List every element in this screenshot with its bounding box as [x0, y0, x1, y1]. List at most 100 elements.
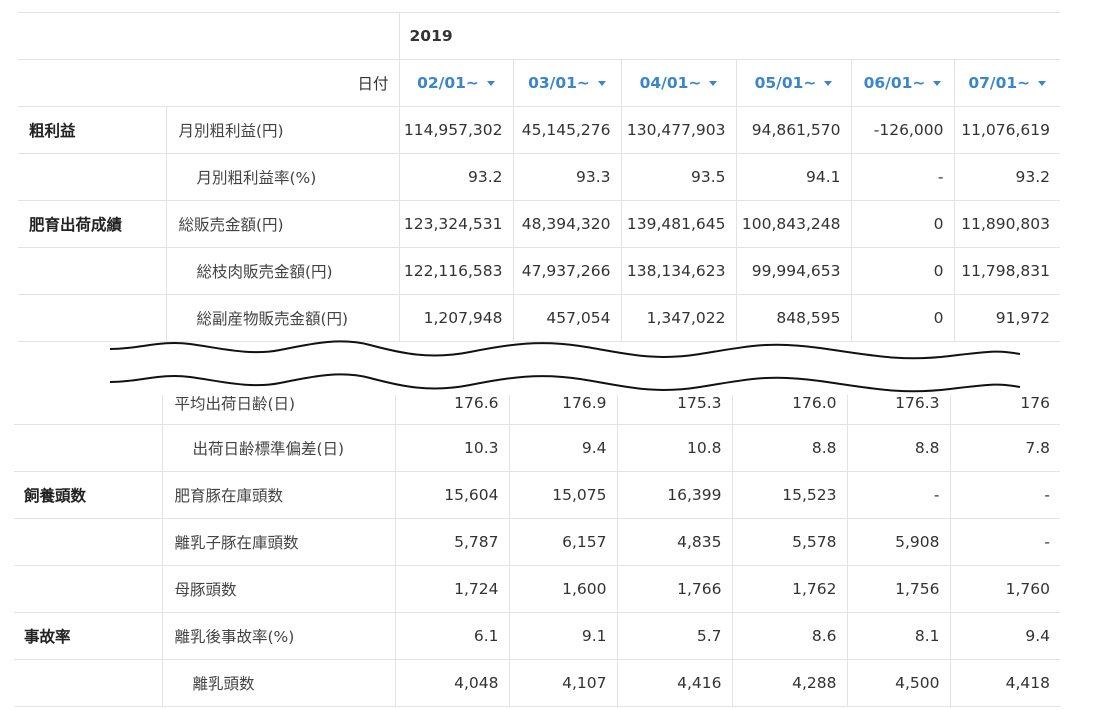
table-row: 離乳頭数 4,048 4,107 4,416 4,288 4,500 4,418 — [14, 659, 1060, 707]
caret-down-icon — [933, 81, 942, 86]
date-dropdown-may[interactable]: 05/01~ — [735, 59, 851, 107]
value-cell: 0 — [850, 294, 954, 342]
value-cell: 47,937,266 — [512, 247, 621, 295]
value-cell: 15,604 — [394, 471, 509, 519]
bottom-table-body: 平均出荷日齢(日) 176.6 176.9 175.3 176.0 176.3 176 出荷日… — [14, 376, 1060, 707]
value-cell: 1,762 — [731, 565, 847, 613]
value-cell: 123,324,531 — [398, 200, 513, 248]
value-cell: 16,399 — [616, 471, 732, 519]
caret-down-icon — [824, 81, 833, 86]
date-dropdown-jul[interactable]: 07/01~ — [953, 59, 1061, 107]
value-cell: 4,500 — [846, 659, 950, 707]
value-cell: 6,157 — [508, 518, 617, 566]
value-cell: 1,756 — [846, 565, 950, 613]
value-cell: 93.3 — [512, 153, 621, 201]
row-category-label — [14, 659, 162, 707]
value-cell: 848,595 — [735, 294, 851, 342]
caret-down-icon — [709, 81, 718, 86]
value-cell: 8.6 — [731, 612, 847, 660]
value-cell: 1,766 — [616, 565, 732, 613]
date-dropdown-jun[interactable]: 06/01~ — [850, 59, 954, 107]
row-category-label — [14, 565, 162, 613]
value-cell: 7.8 — [949, 424, 1060, 472]
value-cell: 139,481,645 — [620, 200, 736, 248]
table-row: 母豚頭数 1,724 1,600 1,766 1,762 1,756 1,760 — [14, 565, 1060, 613]
caret-down-icon — [1038, 81, 1047, 86]
value-cell: 138,134,623 — [620, 247, 736, 295]
date-text: 03/01~ — [528, 74, 590, 92]
row-category-label — [14, 424, 162, 472]
value-cell: 93.2 — [398, 153, 513, 201]
table-row: 粗利益 月別粗利益(円) 114,957,302 45,145,276 130,477,… — [18, 106, 1061, 154]
date-text: 07/01~ — [968, 74, 1031, 92]
value-cell: - — [949, 518, 1060, 566]
value-cell: 114,957,302 — [398, 106, 513, 154]
value-cell: 1,347,022 — [620, 294, 736, 342]
value-cell: 8.8 — [731, 424, 847, 472]
value-cell: 5.7 — [616, 612, 732, 660]
value-cell: 5,578 — [731, 518, 847, 566]
table-row: 総枝肉販売金額(円) 122,116,583 47,937,266 138,134,6… — [18, 247, 1061, 295]
year-header-row: 2019 — [18, 12, 1061, 60]
row-metric-label: 月別粗利益(円) — [165, 106, 399, 154]
value-cell: 1,724 — [394, 565, 509, 613]
value-cell: -126,000 — [850, 106, 954, 154]
value-cell: 4,416 — [616, 659, 732, 707]
row-metric-label: 離乳子豚在庫頭数 — [161, 518, 395, 566]
report-table-bottom: 平均出荷日齢(日) 176.6 176.9 175.3 176.0 176.3 176 出荷日… — [14, 376, 1060, 707]
table-row: 飼養頭数 肥育豚在庫頭数 15,604 15,075 16,399 15,523- - — [14, 471, 1060, 519]
row-metric-label: 肥育豚在庫頭数 — [161, 471, 395, 519]
date-header-row: 日付 02/01~ 03/01~ 04/01~ 05/01~ 06/01~ 07… — [18, 59, 1061, 107]
row-category-label: 事故率 — [14, 612, 162, 660]
row-category-label — [18, 153, 166, 201]
value-cell: 122,116,583 — [398, 247, 513, 295]
break-line-upper — [109, 340, 1021, 360]
value-cell: 100,843,248 — [735, 200, 851, 248]
table-row: 離乳子豚在庫頭数 5,787 6,157 4,835 5,578 5,908- — [14, 518, 1060, 566]
value-cell: 10.3 — [394, 424, 509, 472]
value-cell: 93.5 — [620, 153, 736, 201]
value-cell: - — [949, 471, 1060, 519]
row-category-label: 肥育出荷成績 — [18, 200, 166, 248]
row-metric-label: 総副産物販売金額(円) — [165, 294, 399, 342]
row-metric-label: 出荷日齢標準偏差(日) — [161, 424, 395, 472]
value-cell: 94,861,570 — [735, 106, 851, 154]
year-label: 2019 — [398, 12, 1061, 60]
value-cell: 1,207,948 — [398, 294, 513, 342]
row-category-label — [18, 247, 166, 295]
value-cell: 11,890,803 — [953, 200, 1061, 248]
table-row: 肥育出荷成績 総販売金額(円) 123,324,531 48,394,320 139,4… — [18, 200, 1061, 248]
value-cell: 8.1 — [846, 612, 950, 660]
value-cell: 99,994,653 — [735, 247, 851, 295]
table-row: 事故率 離乳後事故率(%) 6.1 9.1 5.7 8.6 8.1 9.4 — [14, 612, 1060, 660]
date-dropdown-feb[interactable]: 02/01~ — [398, 59, 513, 107]
date-dropdown-mar[interactable]: 03/01~ — [512, 59, 621, 107]
value-cell: 9.4 — [508, 424, 617, 472]
value-cell: 93.2 — [953, 153, 1061, 201]
value-cell: - — [846, 471, 950, 519]
date-text: 06/01~ — [863, 74, 926, 92]
row-metric-label: 離乳後事故率(%) — [161, 612, 395, 660]
caret-down-icon — [597, 81, 606, 86]
row-metric-label: 母豚頭数 — [161, 565, 395, 613]
value-cell: 0 — [850, 247, 954, 295]
date-column-label: 日付 — [166, 59, 399, 107]
table-break-mask — [0, 343, 1100, 395]
value-cell: 9.4 — [949, 612, 1060, 660]
value-cell: 130,477,903 — [620, 106, 736, 154]
value-cell: 8.8 — [846, 424, 950, 472]
row-category-label — [14, 518, 162, 566]
date-dropdown-apr[interactable]: 04/01~ — [620, 59, 736, 107]
value-cell: 45,145,276 — [512, 106, 621, 154]
row-metric-label: 離乳頭数 — [161, 659, 395, 707]
value-cell: 94.1 — [735, 153, 851, 201]
row-metric-label: 総枝肉販売金額(円) — [165, 247, 399, 295]
row-metric-label: 総販売金額(円) — [165, 200, 399, 248]
date-text: 04/01~ — [639, 74, 702, 92]
value-cell: 15,523 — [731, 471, 847, 519]
table-row: 出荷日齢標準偏差(日) 10.3 9.4 10.8 8.8 8.8 7.8 — [14, 424, 1060, 472]
value-cell: - — [850, 153, 954, 201]
value-cell: 4,048 — [394, 659, 509, 707]
value-cell: 457,054 — [512, 294, 621, 342]
